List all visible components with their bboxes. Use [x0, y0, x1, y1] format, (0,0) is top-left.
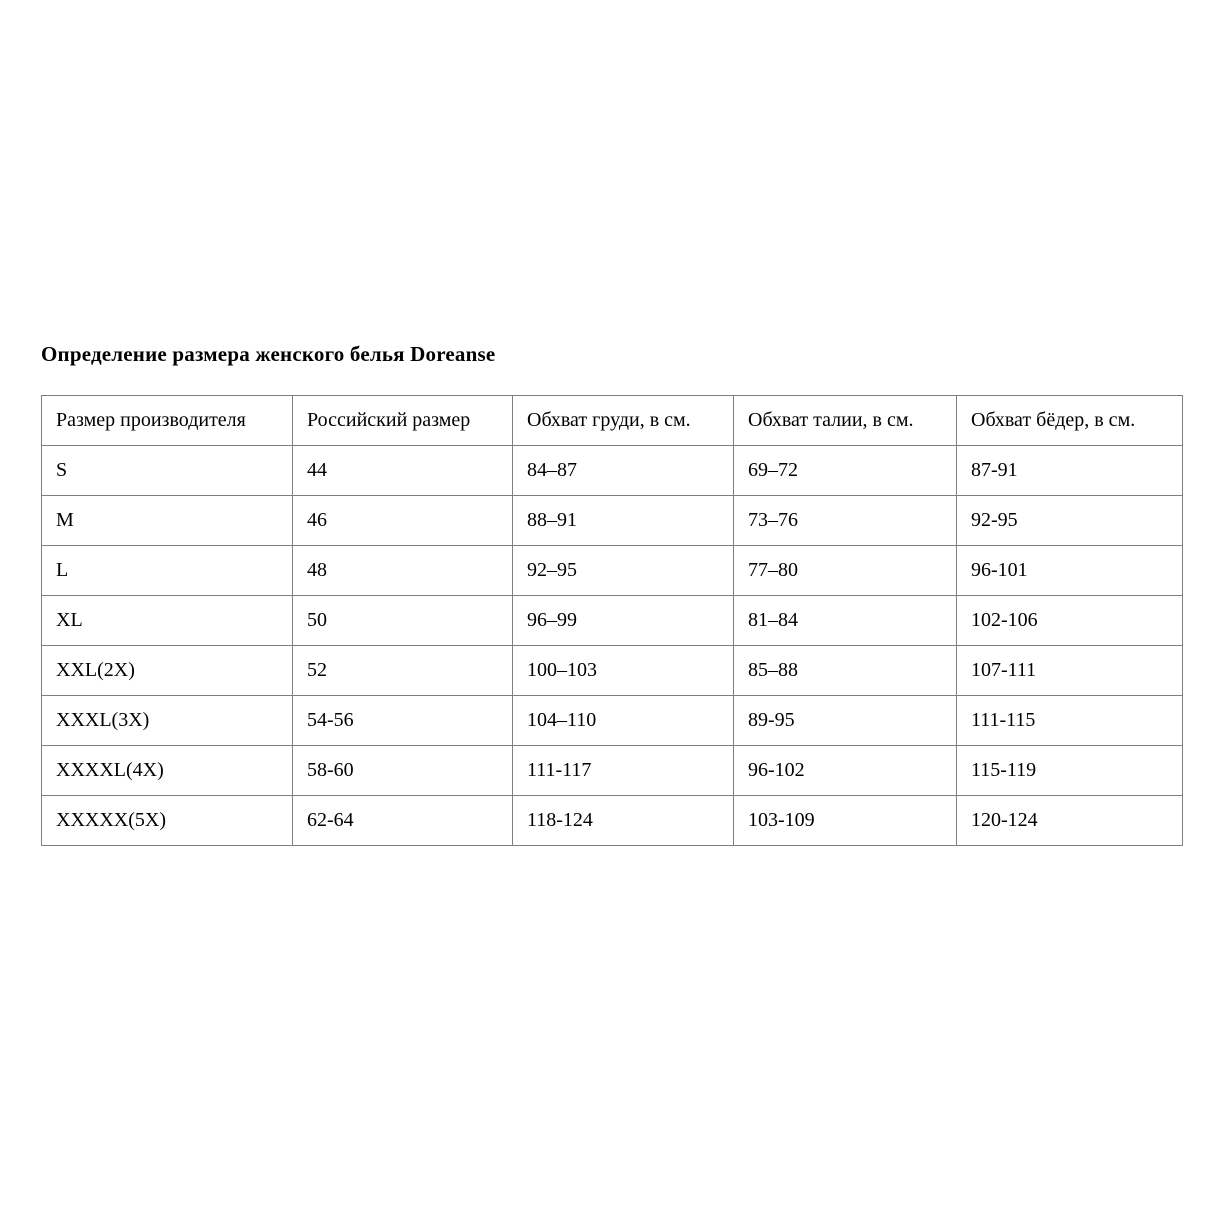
- table-row: XXXXL(4X) 58-60 111-117 96-102 115-119: [41, 745, 1183, 797]
- document-content: Определение размера женского белья Dorea…: [41, 342, 1183, 847]
- table-cell: XXL(2X): [41, 645, 293, 697]
- table-cell: 54-56: [292, 695, 513, 747]
- table-row: M 46 88–91 73–76 92-95: [41, 495, 1183, 547]
- table-row: S 44 84–87 69–72 87-91: [41, 445, 1183, 497]
- table-cell: 62-64: [292, 795, 513, 847]
- table-cell: 48: [292, 545, 513, 597]
- table-cell: 96-102: [733, 745, 957, 797]
- page-title: Определение размера женского белья Dorea…: [41, 342, 496, 366]
- table-cell: XXXXL(4X): [41, 745, 293, 797]
- table-cell: 96-101: [956, 545, 1183, 597]
- table-cell: 46: [292, 495, 513, 547]
- table-row: XXL(2X) 52 100–103 85–88 107-111: [41, 645, 1183, 697]
- header-cell: Российский размер: [292, 395, 513, 447]
- header-cell: Обхват талии, в см.: [733, 395, 957, 447]
- table-cell: XXXXX(5X): [41, 795, 293, 847]
- table-cell: 44: [292, 445, 513, 497]
- size-chart-table: Размер производителя Российский размер Обх…: [41, 395, 1183, 847]
- table-cell: 92–95: [512, 545, 734, 597]
- table-row: XL 50 96–99 81–84 102-106: [41, 595, 1183, 647]
- table-cell: 111-117: [512, 745, 734, 797]
- table-row: XXXXX(5X) 62-64 118-124 103-109 120-124: [41, 795, 1183, 847]
- table-cell: 118-124: [512, 795, 734, 847]
- table-cell: 96–99: [512, 595, 734, 647]
- table-cell: M: [41, 495, 293, 547]
- table-cell: 120-124: [956, 795, 1183, 847]
- table-cell: S: [41, 445, 293, 497]
- table-cell: 100–103: [512, 645, 734, 697]
- table-row: L 48 92–95 77–80 96-101: [41, 545, 1183, 597]
- table-cell: 102-106: [956, 595, 1183, 647]
- table-cell: 87-91: [956, 445, 1183, 497]
- header-cell: Обхват груди, в см.: [512, 395, 734, 447]
- table-body: S 44 84–87 69–72 87-91 M 46 88–91 73–76 92-95 L 48 9…: [41, 445, 1183, 847]
- table-cell: 58-60: [292, 745, 513, 797]
- table-cell: 88–91: [512, 495, 734, 547]
- table-cell: 115-119: [956, 745, 1183, 797]
- table-cell: 77–80: [733, 545, 957, 597]
- table-cell: 84–87: [512, 445, 734, 497]
- table-cell: 92-95: [956, 495, 1183, 547]
- table-cell: 103-109: [733, 795, 957, 847]
- table-cell: XL: [41, 595, 293, 647]
- header-row: Размер производителя Российский размер Обх…: [41, 395, 1183, 447]
- table-cell: 89-95: [733, 695, 957, 747]
- table-header: Размер производителя Российский размер Обх…: [41, 395, 1183, 447]
- table-cell: L: [41, 545, 293, 597]
- table-cell: XXXL(3X): [41, 695, 293, 747]
- table-cell: 85–88: [733, 645, 957, 697]
- table-cell: 111-115: [956, 695, 1183, 747]
- table-cell: 107-111: [956, 645, 1183, 697]
- table-row: XXXL(3X) 54-56 104–110 89-95 111-115: [41, 695, 1183, 747]
- table-cell: 69–72: [733, 445, 957, 497]
- table-cell: 104–110: [512, 695, 734, 747]
- header-cell: Размер производителя: [41, 395, 293, 447]
- header-cell: Обхват бёдер, в см.: [956, 395, 1183, 447]
- table-cell: 52: [292, 645, 513, 697]
- table-cell: 81–84: [733, 595, 957, 647]
- table-cell: 73–76: [733, 495, 957, 547]
- table-cell: 50: [292, 595, 513, 647]
